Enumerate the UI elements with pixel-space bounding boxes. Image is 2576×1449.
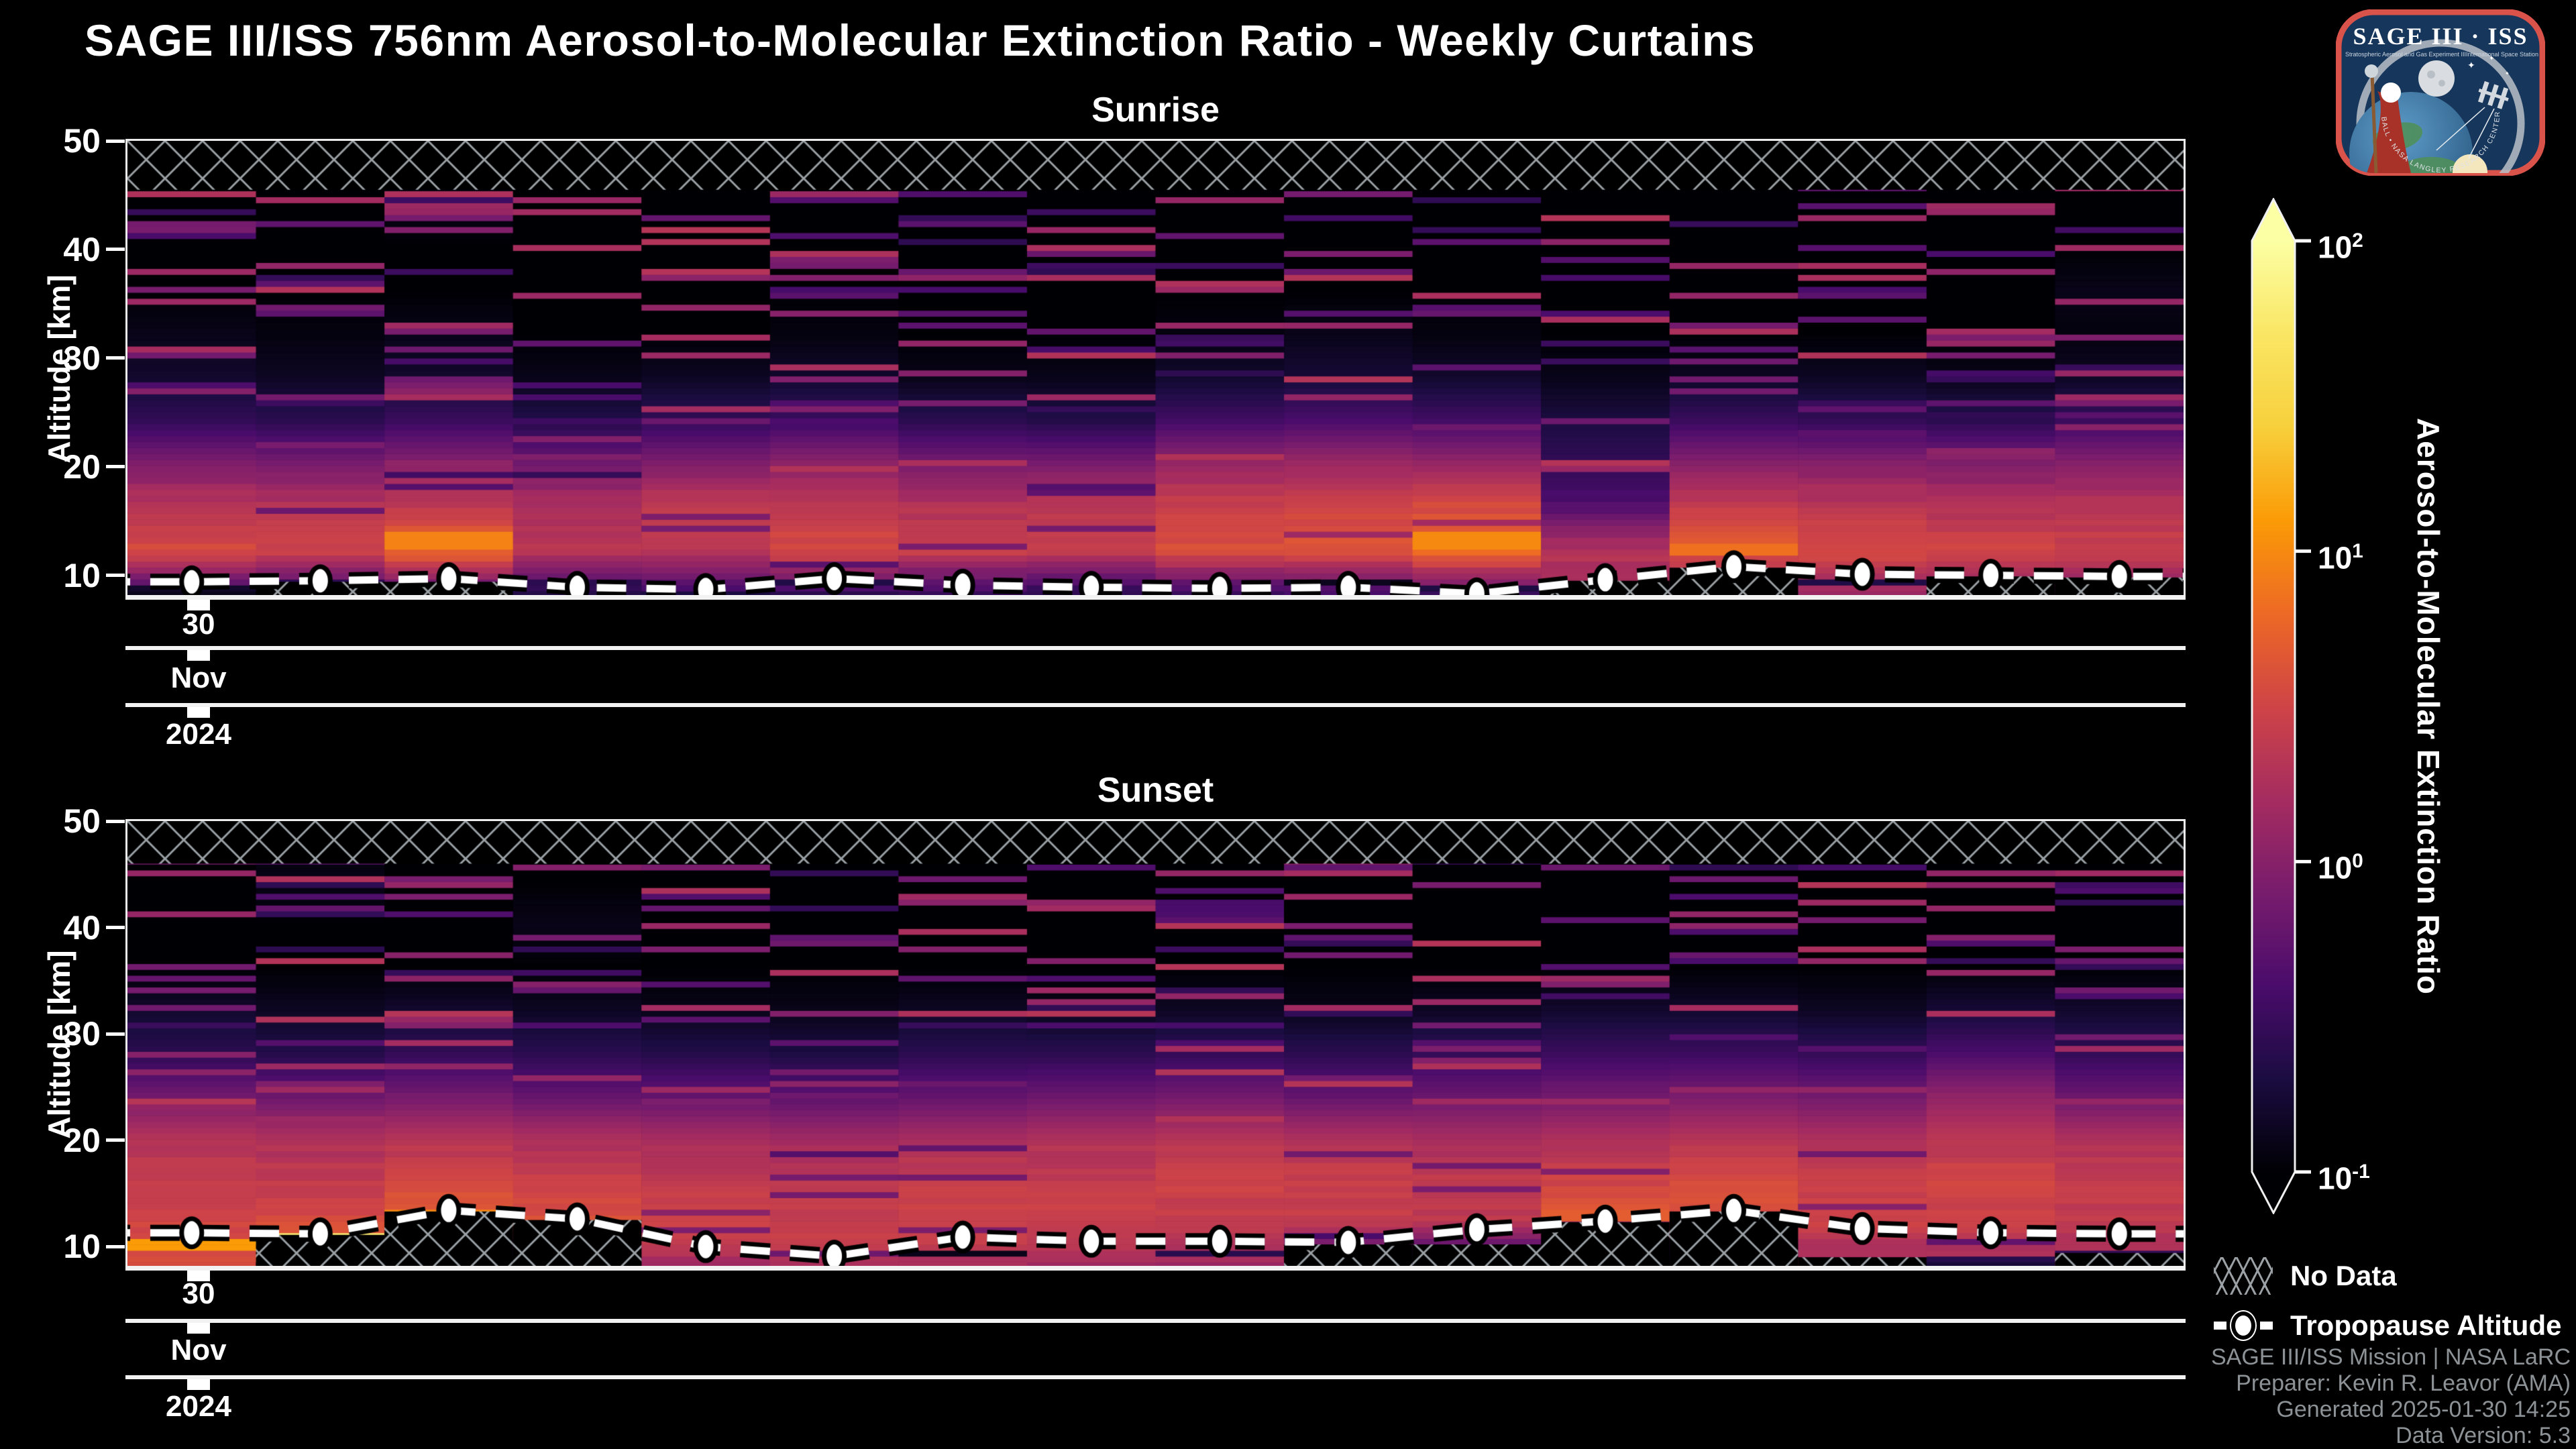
panel-title-sunset: Sunset (1097, 771, 1214, 810)
colorbar-tick-label: 100 (2318, 850, 2363, 885)
colorbar-tick-label: 102 (2318, 229, 2363, 265)
y-tick-label: 10 (63, 1228, 101, 1266)
y-tick-label: 20 (63, 447, 101, 486)
patch-subtitle-left: Stratospheric Aerosol and Gas Experiment… (2345, 51, 2466, 58)
x-tick-mark (187, 1379, 210, 1390)
y-tick-label: 30 (63, 1015, 101, 1053)
sage-iii-iss-mission-patch-logo: ✦ ✦ ✦ SAGE III · ISS Stratospheric Aeros… (2336, 9, 2545, 176)
svg-text:✦: ✦ (2467, 60, 2475, 70)
y-tick-label: 10 (63, 556, 101, 594)
x-tick-year-label: 2024 (166, 1390, 231, 1423)
sunset-heatmap-canvas (127, 821, 2184, 1268)
patch-sun (2453, 154, 2487, 173)
no-data-hatch-swatch (2214, 1257, 2273, 1295)
x-tick-mark (187, 707, 210, 718)
x-axis-month-line (125, 646, 2186, 650)
x-axis-year-line (125, 703, 2186, 707)
tropopause-label: Tropopause Altitude (2290, 1309, 2562, 1341)
y-tick-mark (106, 819, 125, 823)
svg-text:✦: ✦ (2489, 55, 2494, 62)
colorbar (2251, 198, 2311, 1214)
x-axis-spine (125, 1266, 2186, 1271)
svg-text:✦: ✦ (2505, 70, 2510, 76)
x-axis-spine (125, 595, 2186, 600)
y-tick-label: 40 (63, 908, 101, 947)
patch-iss (2477, 80, 2509, 109)
attribution-preparer: Preparer: Kevin R. Leavor (AMA) (2236, 1371, 2571, 1396)
panel-title-sunrise: Sunrise (1091, 91, 1220, 129)
patch-subtitle-right: International Space Station (2466, 51, 2538, 58)
x-tick-day-label: 30 (182, 608, 215, 641)
patch-title: SAGE III · ISS (2353, 23, 2528, 50)
y-tick-mark (106, 926, 125, 930)
y-tick-label: 50 (63, 122, 101, 160)
y-tick-label: 50 (63, 802, 101, 840)
sunrise-heatmap-canvas (127, 141, 2184, 597)
tropopause-marker-icon (2231, 1311, 2255, 1340)
colorbar-label: Aerosol-to-Molecular Extinction Ratio (2411, 417, 2446, 995)
y-tick-mark (106, 1032, 125, 1036)
x-axis-month-line (125, 1319, 2186, 1323)
colorbar-tick-label: 10-1 (2318, 1161, 2370, 1196)
attribution-mission: SAGE III/ISS Mission | NASA LaRC (2210, 1344, 2571, 1370)
attribution-block: SAGE III/ISS Mission | NASA LaRC Prepare… (2211, 1344, 2571, 1449)
attribution-version: Data Version: 5.3 (2396, 1423, 2571, 1448)
y-tick-label: 30 (63, 339, 101, 377)
x-tick-mark (187, 600, 210, 610)
y-tick-mark (106, 139, 125, 143)
patch-moon (2418, 60, 2455, 97)
figure-title: SAGE III/ISS 756nm Aerosol-to-Molecular … (85, 15, 1756, 65)
x-tick-mark (187, 650, 210, 661)
y-tick-mark (106, 248, 125, 252)
y-tick-label: 40 (63, 230, 101, 268)
no-data-label: No Data (2290, 1260, 2397, 1291)
y-tick-mark (106, 1138, 125, 1142)
colorbar-gradient-bar (2251, 198, 2296, 1214)
y-tick-label: 20 (63, 1121, 101, 1159)
y-tick-mark (106, 465, 125, 469)
tropopause-line-swatch (2214, 1307, 2273, 1344)
x-tick-month-label: Nov (170, 661, 227, 694)
legend-no-data: No Data (2214, 1256, 2397, 1296)
x-tick-mark (187, 1271, 210, 1281)
legend-tropopause: Tropopause Altitude (2214, 1305, 2561, 1346)
x-tick-year-label: 2024 (166, 718, 231, 751)
x-axis-year-line (125, 1375, 2186, 1379)
x-tick-day-label: 30 (182, 1277, 215, 1310)
y-tick-mark (106, 1244, 125, 1248)
y-tick-mark (106, 356, 125, 360)
x-tick-month-label: Nov (170, 1334, 227, 1366)
attribution-generated: Generated 2025-01-30 14:25 (2276, 1397, 2571, 1422)
colorbar-tick-label: 101 (2318, 539, 2363, 575)
patch-wizard (2367, 91, 2411, 173)
y-tick-mark (106, 574, 125, 578)
x-tick-mark (187, 1323, 210, 1334)
colorbar-tick-marks (2295, 239, 2311, 1174)
